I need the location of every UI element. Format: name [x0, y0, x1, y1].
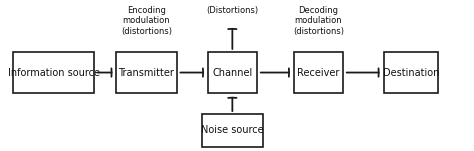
- Text: Transmitter: Transmitter: [118, 67, 174, 78]
- FancyBboxPatch shape: [294, 52, 343, 93]
- FancyBboxPatch shape: [208, 52, 257, 93]
- Text: (Distortions): (Distortions): [206, 6, 258, 15]
- FancyBboxPatch shape: [116, 52, 177, 93]
- Text: Destination: Destination: [383, 67, 439, 78]
- Text: Receiver: Receiver: [297, 67, 339, 78]
- FancyBboxPatch shape: [202, 114, 263, 146]
- Text: Noise source: Noise source: [201, 125, 264, 135]
- Text: Information source: Information source: [8, 67, 100, 78]
- Text: Encoding
modulation
(distortions): Encoding modulation (distortions): [121, 6, 172, 36]
- FancyBboxPatch shape: [13, 52, 94, 93]
- FancyBboxPatch shape: [384, 52, 438, 93]
- Text: Decoding
modulation
(distortions): Decoding modulation (distortions): [293, 6, 344, 36]
- Text: Channel: Channel: [212, 67, 253, 78]
